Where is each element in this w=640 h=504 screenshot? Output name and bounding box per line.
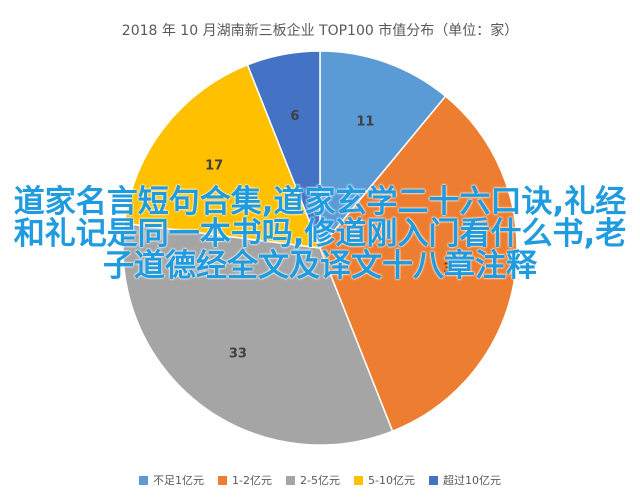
data-label-3: 33 (229, 346, 247, 361)
legend-swatch-5 (428, 475, 438, 485)
legend-label-2: 1-2亿元 (232, 474, 273, 487)
legend-item-2: 1-2亿元 (218, 472, 272, 488)
overlay-caption: 道家名言短句合集,道家玄学二十六口诀,礼经和礼记是同一本书吗,修道刚入门看什么书… (13, 184, 627, 284)
pie-slice-5 (246, 50, 321, 249)
data-label-4: 17 (205, 158, 223, 173)
legend: 不足1亿元 1-2亿元 2-5亿元 5-10亿元 超过10亿元 (0, 472, 640, 488)
data-label-5: 6 (290, 109, 299, 124)
legend-swatch-1 (139, 475, 149, 485)
legend-swatch-4 (353, 475, 363, 485)
pie-slice-2 (319, 95, 518, 433)
legend-label-5: 超过10亿元 (442, 474, 501, 487)
legend-swatch-2 (218, 475, 228, 485)
legend-label-4: 5-10亿元 (367, 474, 415, 487)
legend-item-3: 2-5亿元 (286, 472, 340, 488)
pie-slice-4 (123, 63, 322, 249)
chart-title: 2018 年 10 月湖南新三板企业 TOP100 市值分布（单位：家） (121, 23, 519, 39)
data-label-1: 11 (356, 114, 374, 129)
legend-label-3: 2-5亿元 (300, 474, 340, 487)
legend-swatch-3 (286, 475, 296, 485)
pie-slice-1 (319, 50, 447, 251)
legend-label-1: 不足1亿元 (153, 474, 205, 487)
pie-slice-3 (122, 222, 394, 446)
data-label-2: 33 (443, 261, 461, 276)
legend-item-4: 5-10亿元 (353, 472, 415, 488)
legend-item-1: 不足1亿元 (139, 472, 204, 488)
legend-item-5: 超过10亿元 (428, 472, 501, 488)
